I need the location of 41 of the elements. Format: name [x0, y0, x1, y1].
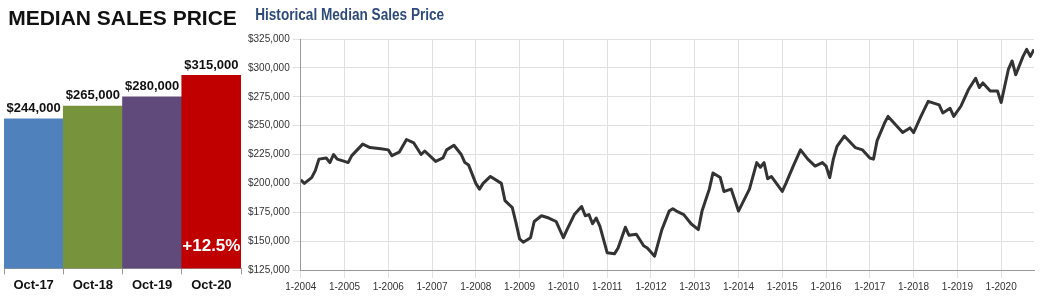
annotation: +12.5% [182, 236, 241, 256]
data-label: $280,000 [125, 77, 180, 93]
x-tick-label: Oct-18 [72, 276, 114, 292]
y-tick-label: $325,000 [247, 32, 291, 44]
x-tick-label: 1-2009 [504, 280, 536, 292]
x-tick-label: 1-2008 [460, 280, 492, 292]
chart-title: Historical Median Sales Price [254, 5, 446, 25]
x-tick-label: 1-2006 [372, 280, 405, 292]
data-label: $244,000 [6, 100, 61, 116]
x-tick-label: Oct-19 [131, 276, 173, 292]
y-tick-label: $200,000 [247, 177, 291, 189]
data-label: $265,000 [65, 87, 120, 103]
y-tick-label: $125,000 [247, 263, 291, 275]
x-tick-label: 1-2012 [635, 280, 667, 292]
x-tick-label: Oct-17 [13, 276, 54, 292]
x-tick-label: 1-2005 [328, 280, 361, 292]
x-tick-label: 1-2013 [679, 280, 711, 292]
bar [181, 75, 241, 269]
chart-title: MEDIAN SALES PRICE [7, 5, 238, 30]
x-tick-label: Oct-20 [191, 276, 232, 292]
x-tick-label: 1-2019 [941, 280, 974, 292]
y-tick-label: $225,000 [247, 148, 291, 160]
y-tick-label: $150,000 [247, 234, 291, 246]
x-tick-label: 1-2007 [416, 280, 449, 292]
bar [62, 105, 123, 269]
x-tick-label: 1-2017 [854, 280, 886, 292]
y-tick-label: $275,000 [247, 90, 291, 102]
x-tick-label: 1-2015 [766, 280, 799, 292]
bar [122, 96, 183, 269]
x-tick-label: 1-2018 [898, 280, 930, 292]
x-tick-label: 1-2020 [985, 280, 1018, 292]
bar [4, 118, 64, 269]
x-tick-label: 1-2010 [547, 280, 580, 292]
x-tick-label: 1-2016 [810, 280, 843, 292]
y-tick-label: $175,000 [247, 206, 291, 217]
x-tick-label: 1-2004 [285, 280, 317, 292]
x-tick-label: 1-2011 [591, 280, 623, 292]
y-tick-label: $300,000 [247, 61, 291, 73]
x-tick-label: 1-2014 [722, 280, 755, 292]
data-label: $315,000 [184, 56, 239, 72]
y-tick-label: $250,000 [247, 119, 291, 131]
